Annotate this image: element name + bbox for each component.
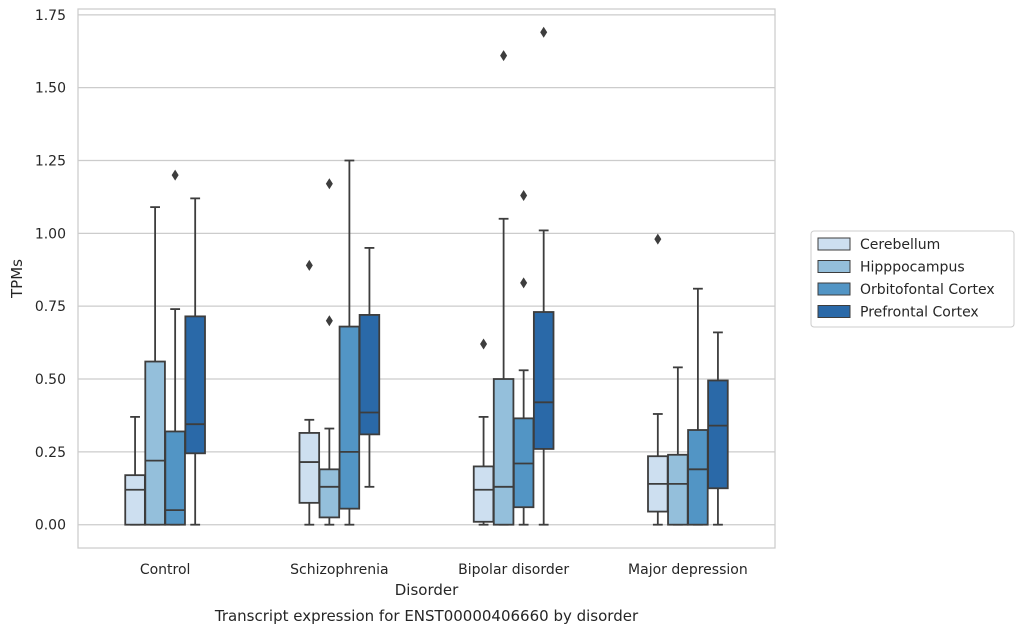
outlier-point bbox=[305, 259, 313, 271]
box-orbitofontal-cortex-0 bbox=[164, 169, 186, 526]
box-body bbox=[472, 465, 495, 523]
outlier-point bbox=[540, 26, 548, 38]
box-prefrontal-cortex-3 bbox=[707, 331, 729, 526]
x-tick-label: Control bbox=[140, 562, 191, 578]
box-body bbox=[707, 379, 729, 490]
outlier-point bbox=[500, 50, 508, 62]
box-body bbox=[492, 378, 515, 526]
legend-swatch bbox=[817, 237, 851, 251]
legend-frame bbox=[810, 230, 1015, 328]
box-plot-series bbox=[124, 26, 729, 526]
legend-swatch bbox=[817, 305, 851, 318]
outlier-point bbox=[171, 169, 179, 181]
box-body bbox=[124, 474, 146, 526]
box-cerebellum-3 bbox=[647, 233, 669, 526]
y-tick-label: 1.50 bbox=[35, 81, 66, 97]
legend-label: Cerebellum bbox=[860, 237, 940, 253]
box-body bbox=[687, 429, 709, 526]
outlier-point bbox=[654, 233, 662, 245]
outlier-point bbox=[480, 338, 488, 350]
y-tick-label: 1.75 bbox=[35, 8, 66, 24]
legend-label: Orbitofontal Cortex bbox=[860, 282, 995, 298]
box-body bbox=[164, 430, 186, 526]
x-tick-label: Bipolar disorder bbox=[458, 562, 569, 578]
legend: Cerebellum Hipppocampus Orbitofontal Corte… bbox=[810, 230, 1015, 328]
box-body bbox=[318, 468, 341, 519]
box-hipppocampus-2 bbox=[492, 50, 515, 526]
box-hipppocampus-3 bbox=[667, 366, 689, 526]
box-cerebellum-0 bbox=[124, 415, 146, 526]
y-tick-label: 1.25 bbox=[35, 154, 66, 170]
box-orbitofontal-cortex-3 bbox=[687, 287, 709, 526]
box-orbitofontal-cortex-2 bbox=[512, 189, 535, 526]
y-tick-label: 0.25 bbox=[35, 445, 66, 461]
box-body bbox=[338, 325, 361, 510]
box-cerebellum-2 bbox=[472, 338, 495, 526]
box-body bbox=[298, 432, 321, 504]
x-tick-label: Schizophrenia bbox=[290, 562, 388, 578]
legend-swatch bbox=[817, 260, 851, 273]
legend-label: Hipppocampus bbox=[860, 260, 965, 276]
box-body bbox=[358, 314, 381, 436]
y-tick-label: 0.75 bbox=[35, 299, 66, 315]
y-axis-ticks: 0.00 0.25 0.50 0.75 1.00 1.25 1.50 1.75 bbox=[35, 8, 66, 534]
x-tick-label: Major depression bbox=[628, 562, 748, 578]
box-body bbox=[184, 315, 206, 455]
y-tick-label: 0.00 bbox=[35, 518, 66, 534]
box-body bbox=[667, 453, 689, 526]
box-prefrontal-cortex-1 bbox=[358, 247, 381, 488]
box-orbitofontal-cortex-1 bbox=[338, 159, 361, 526]
legend-swatch bbox=[817, 282, 851, 296]
x-axis-ticks: Control Schizophrenia Bipolar disorder Majo… bbox=[140, 562, 748, 578]
chart-caption: Transcript expression for ENST0000040666… bbox=[214, 607, 639, 625]
box-hipppocampus-1 bbox=[318, 178, 341, 526]
outlier-point bbox=[520, 277, 528, 289]
box-hipppocampus-0 bbox=[144, 206, 166, 526]
y-tick-label: 0.50 bbox=[35, 372, 66, 388]
box-prefrontal-cortex-0 bbox=[184, 197, 206, 526]
y-tick-label: 1.00 bbox=[35, 226, 66, 242]
box-prefrontal-cortex-2 bbox=[532, 26, 555, 526]
box-body bbox=[532, 311, 555, 450]
legend-label: Prefrontal Cortex bbox=[860, 305, 979, 321]
box-cerebellum-1 bbox=[298, 259, 321, 526]
plot-frame bbox=[77, 8, 776, 549]
y-axis-label: TPMs bbox=[8, 259, 26, 299]
outlier-point bbox=[520, 189, 528, 201]
outlier-point bbox=[325, 178, 333, 190]
box-body bbox=[144, 360, 166, 526]
x-axis-label: Disorder bbox=[395, 581, 459, 599]
outlier-point bbox=[325, 315, 333, 327]
